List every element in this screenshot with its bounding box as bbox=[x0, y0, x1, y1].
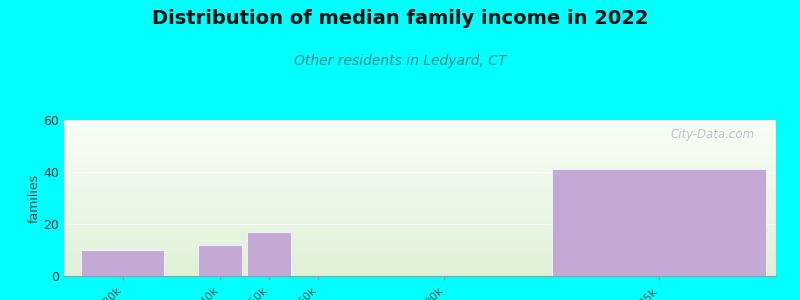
Bar bbox=[247, 232, 290, 276]
Text: Distribution of median family income in 2022: Distribution of median family income in … bbox=[152, 9, 648, 28]
Text: Other residents in Ledyard, CT: Other residents in Ledyard, CT bbox=[294, 54, 506, 68]
Text: City-Data.com: City-Data.com bbox=[670, 128, 754, 141]
Bar bbox=[81, 250, 164, 276]
Y-axis label: families: families bbox=[27, 173, 41, 223]
Bar bbox=[198, 245, 242, 276]
Bar bbox=[552, 169, 766, 276]
